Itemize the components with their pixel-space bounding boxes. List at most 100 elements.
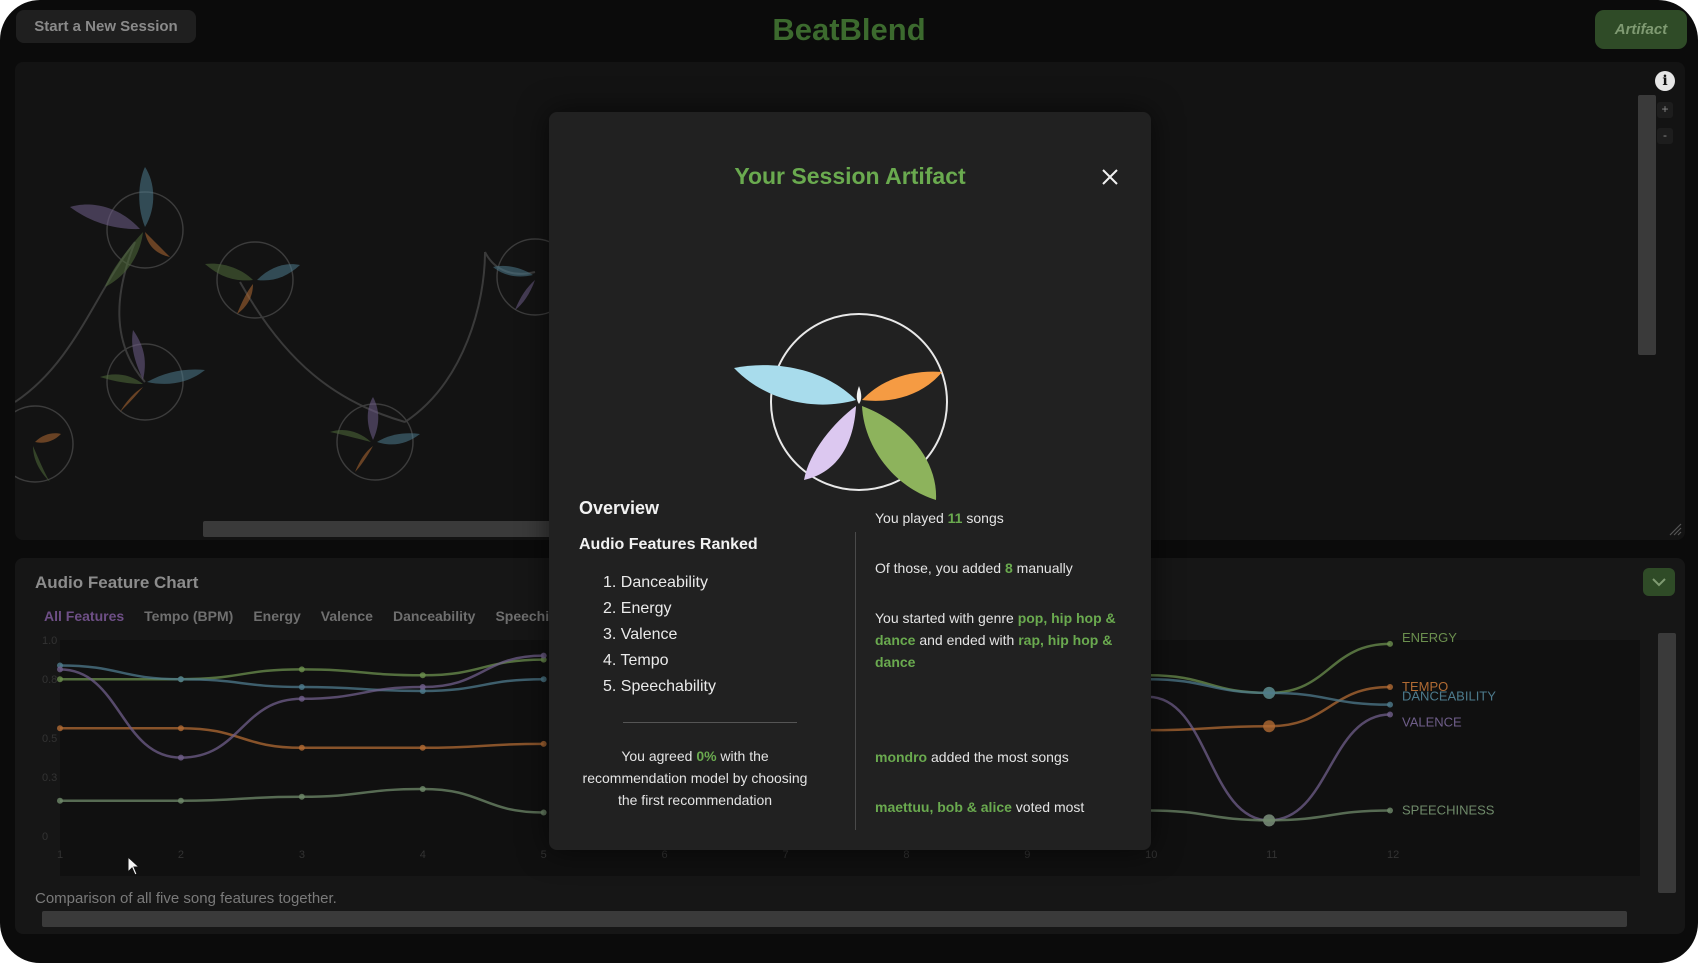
tab-danceability[interactable]: Danceability [392, 608, 476, 624]
flower-node[interactable] [15, 405, 74, 483]
data-point[interactable] [298, 684, 305, 691]
info-icon[interactable]: i [1655, 71, 1675, 91]
data-point[interactable] [540, 809, 547, 816]
x-tick-label: 4 [420, 849, 426, 861]
petal-speechiness [856, 386, 862, 404]
data-point[interactable] [1387, 807, 1393, 814]
viz-vertical-scrollbar[interactable] [1638, 95, 1656, 355]
data-point[interactable] [1387, 701, 1393, 708]
overview-heading: Overview [579, 498, 660, 518]
data-point[interactable] [177, 754, 184, 761]
data-point[interactable] [1387, 640, 1393, 647]
y-tick-label: 1.0 [42, 635, 57, 647]
flower-node[interactable] [216, 241, 294, 319]
data-point[interactable] [298, 793, 305, 800]
data-point[interactable] [540, 652, 547, 659]
series-label: VALENCE [1402, 714, 1462, 729]
ranked-features-section: Audio Features Ranked 1. Danceability 2.… [579, 536, 819, 704]
tab-valence[interactable]: Valence [320, 608, 373, 624]
chart-caption: Comparison of all five song features tog… [35, 890, 337, 907]
petal-tempo [862, 371, 942, 401]
collapse-chart-button[interactable] [1643, 568, 1675, 596]
data-point[interactable] [419, 785, 426, 792]
data-point[interactable] [419, 684, 426, 691]
series-label: DANCEABILITY [1402, 689, 1496, 704]
stat-text: Of those, you added [875, 560, 1005, 576]
songs-added-count: 8 [1004, 560, 1013, 576]
tab-energy[interactable]: Energy [253, 608, 301, 624]
data-point[interactable] [298, 666, 305, 673]
chart-vertical-scrollbar[interactable] [1658, 633, 1676, 893]
data-point[interactable] [540, 676, 547, 683]
data-point[interactable] [419, 672, 426, 679]
petal-valence [804, 406, 856, 480]
series-line-speechiness [60, 787, 544, 814]
agreement-text: You agreed [621, 748, 697, 764]
modal-title: Your Session Artifact [734, 163, 966, 189]
app-title: BeatBlend [772, 12, 926, 47]
data-point[interactable] [177, 676, 184, 683]
tab-all-features[interactable]: All Features [44, 608, 125, 624]
ranked-feature-item: 2. Energy [603, 600, 672, 617]
data-point[interactable] [57, 676, 63, 683]
genre-stat: You started with genre pop, hip hop & da… [875, 607, 1125, 673]
x-tick-label: 8 [903, 849, 909, 861]
y-tick-label: 0.3 [42, 772, 57, 784]
session-flower-artwork [734, 313, 948, 500]
agreement-stat: You agreed 0% with the recommendation mo… [577, 745, 813, 811]
top-voters-stat: maettuu, bob & alice voted most [875, 796, 1125, 818]
series-label: SPEECHINESS [1402, 803, 1495, 818]
data-point[interactable] [1263, 720, 1276, 733]
start-new-session-button[interactable]: Start a New Session [16, 10, 196, 43]
resize-handle-icon[interactable] [1668, 522, 1682, 536]
ranked-feature-item: 3. Valence [603, 626, 678, 643]
data-point[interactable] [57, 666, 63, 673]
viz-horizontal-scrollbar[interactable] [203, 521, 553, 537]
start-genre: pop, hip hop & dance [875, 610, 1116, 648]
data-point[interactable] [1387, 684, 1393, 691]
stat-text: voted most [1011, 799, 1085, 815]
stat-text: You played [875, 510, 948, 526]
zoom-in-button[interactable]: + [1657, 102, 1673, 118]
close-icon[interactable] [1101, 168, 1119, 186]
flower-graph [15, 167, 574, 483]
data-point[interactable] [419, 744, 426, 751]
y-tick-label: 0 [42, 831, 48, 843]
data-point[interactable] [1263, 686, 1276, 699]
data-point[interactable] [177, 797, 184, 804]
data-point[interactable] [540, 740, 547, 747]
data-point[interactable] [57, 725, 63, 732]
data-point[interactable] [298, 695, 305, 702]
x-tick-label: 6 [662, 849, 668, 861]
data-point[interactable] [1387, 711, 1393, 718]
chart-horizontal-scrollbar[interactable] [42, 911, 1627, 927]
chart-panel-title: Audio Feature Chart [35, 573, 199, 592]
artifact-button[interactable]: Artifact [1595, 10, 1687, 49]
x-tick-label: 12 [1387, 849, 1399, 861]
x-tick-label: 3 [299, 849, 305, 861]
section-divider [623, 722, 797, 723]
stat-text: songs [962, 510, 1004, 526]
ranked-feature-item: 1. Danceability [603, 574, 708, 591]
x-tick-label: 7 [782, 849, 788, 861]
data-point[interactable] [1263, 814, 1276, 827]
data-point[interactable] [298, 744, 305, 751]
x-tick-label: 1 [57, 849, 63, 861]
x-tick-label: 5 [541, 849, 547, 861]
top-adder-name: mondro [875, 749, 928, 765]
flower-node[interactable] [106, 343, 184, 421]
zoom-out-button[interactable]: - [1657, 128, 1673, 144]
x-tick-label: 9 [1024, 849, 1030, 861]
series-label: ENERGY [1402, 630, 1457, 645]
series-line-energy [1148, 642, 1391, 695]
artwork-circle [770, 313, 948, 491]
data-point[interactable] [57, 797, 63, 804]
chevron-down-icon [1652, 578, 1666, 587]
tab-speechiness[interactable]: Speechi [495, 608, 550, 624]
tab-tempo[interactable]: Tempo (BPM) [144, 608, 234, 624]
graph-edge [404, 251, 486, 423]
graph-edge [239, 281, 406, 423]
data-point[interactable] [177, 725, 184, 732]
column-divider [855, 532, 856, 830]
